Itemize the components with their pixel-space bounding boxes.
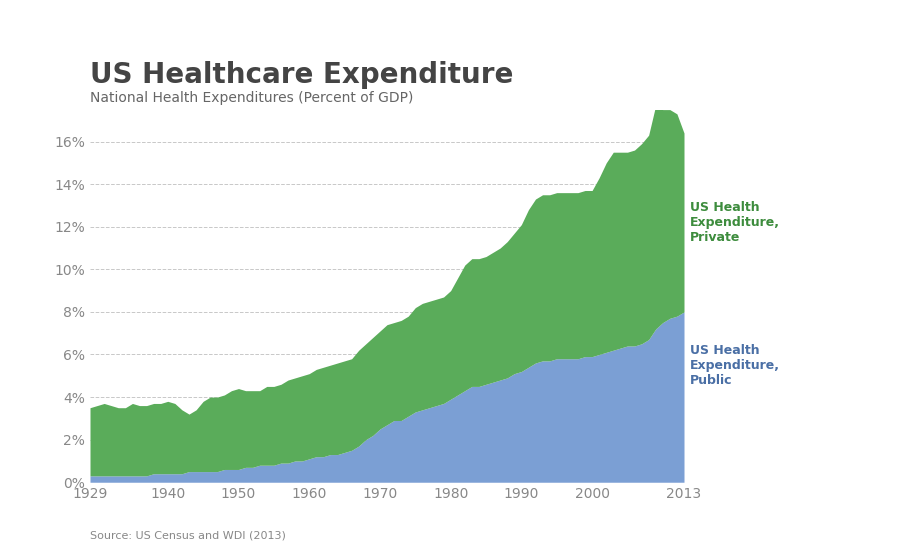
Text: US Healthcare Expenditure: US Healthcare Expenditure (90, 61, 513, 89)
Text: US Health
Expenditure,
Public: US Health Expenditure, Public (690, 344, 780, 387)
Text: US Health
Expenditure,
Private: US Health Expenditure, Private (690, 201, 780, 244)
Text: National Health Expenditures (Percent of GDP): National Health Expenditures (Percent of… (90, 91, 413, 105)
Text: Source: US Census and WDI (2013): Source: US Census and WDI (2013) (90, 530, 286, 541)
